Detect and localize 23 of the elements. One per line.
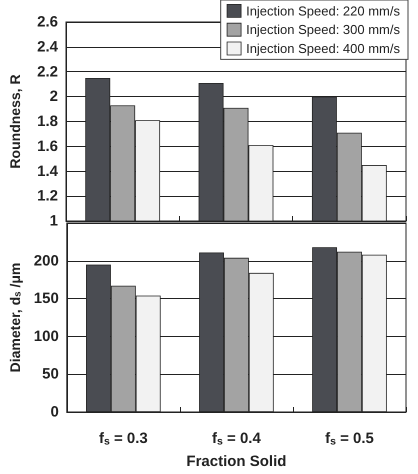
y-tick-label: 2 [50, 88, 58, 106]
x-axis-title: Fraction Solid [186, 453, 286, 470]
legend-label: Injection Speed: 220 mm/s [246, 3, 400, 18]
y-tick-label: 50 [42, 366, 59, 383]
legend-label: Injection Speed: 300 mm/s [246, 22, 400, 38]
x-tick-label: fs = 0.4 [212, 430, 262, 448]
y-tick-label: 100 [34, 328, 59, 345]
legend-label: Injection Speed: 400 mm/s [246, 41, 400, 56]
y-tick-label: 200 [34, 252, 59, 270]
y-tick-label: 2.6 [37, 14, 58, 30]
y-axis-title: Diameter, ds /μm [7, 262, 24, 372]
y-tick-label: 2.2 [37, 63, 58, 80]
y-tick-label: 1.8 [37, 113, 58, 130]
x-tick-label: fs = 0.3 [98, 430, 148, 448]
y-axis-title: Roundness, R [7, 74, 23, 169]
x-tick-label: fs = 0.5 [325, 430, 374, 448]
y-tick-label: 1.4 [37, 162, 59, 180]
y-tick-label: 1 [50, 212, 58, 230]
y-tick-label: 2.4 [37, 38, 59, 56]
y-tick-label: 1.6 [37, 138, 58, 155]
y-tick-label: 0 [50, 404, 59, 420]
y-tick-label: 1.2 [37, 188, 58, 205]
y-tick-label: 150 [34, 290, 59, 308]
